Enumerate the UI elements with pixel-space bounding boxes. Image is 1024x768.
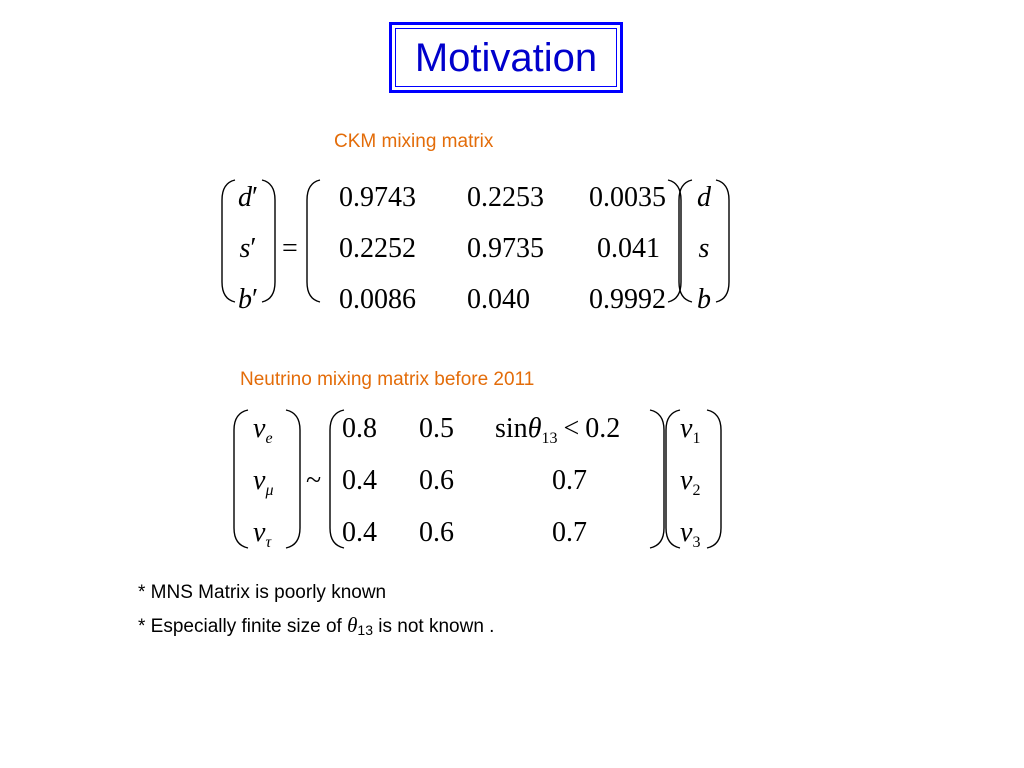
ckm-matrix-right-paren: [667, 179, 682, 303]
ckm-heading: CKM mixing matrix: [334, 131, 494, 152]
slide-title: Motivation: [414, 36, 598, 80]
ckm-rhs-right-paren: [715, 179, 730, 303]
ckm-rhs-d: d: [697, 182, 711, 213]
nu-lhs-left-paren: [233, 409, 249, 549]
ckm-cell-1-3: 0.0035: [589, 182, 666, 213]
ckm-cell-3-3: 0.9992: [589, 284, 666, 315]
nu-matrix-right-paren: [649, 409, 665, 549]
ckm-lhs-s: s′: [239, 233, 257, 264]
nu-matrix-left-paren: [329, 409, 345, 549]
note-line-1: * MNS Matrix is poorly known: [138, 582, 387, 603]
ckm-equals-sign: =: [282, 233, 298, 264]
nu-cell-1-3: sinθ13 <0.2: [495, 413, 621, 447]
ckm-lhs-b: b′: [237, 284, 259, 315]
nu-cell-3-2: 0.6: [419, 517, 454, 548]
nu-tau: ντ: [253, 517, 272, 551]
ckm-cell-3-1: 0.0086: [339, 284, 416, 315]
ckm-rhs-b: b: [697, 284, 711, 315]
ckm-rhs-left-paren: [678, 179, 693, 303]
nu-cell-2-1: 0.4: [342, 465, 377, 496]
nu-cell-3-1: 0.4: [342, 517, 377, 548]
ckm-cell-1-2: 0.2253: [467, 182, 544, 213]
ckm-cell-2-2: 0.9735: [467, 233, 544, 264]
note-line-2: * Especially finite size of θ13 is not k…: [138, 613, 495, 638]
nu-1: ν1: [680, 413, 701, 447]
nu-rhs-right-paren: [706, 409, 722, 549]
ckm-lhs-right-paren: [261, 179, 276, 303]
nu-e: νe: [253, 413, 273, 447]
title-box: Motivation: [389, 22, 623, 93]
nu-mu: νμ: [253, 465, 274, 499]
nu-lhs-right-paren: [285, 409, 301, 549]
ckm-lhs-d: d′: [237, 182, 259, 213]
approx-sign: ~: [306, 465, 322, 496]
nu-3: ν3: [680, 517, 701, 551]
ckm-cell-1-1: 0.9743: [339, 182, 416, 213]
nu-rhs-left-paren: [665, 409, 681, 549]
ckm-cell-3-2: 0.040: [467, 284, 530, 315]
ckm-lhs-left-paren: [221, 179, 236, 303]
ckm-cell-2-1: 0.2252: [339, 233, 416, 264]
nu-2: ν2: [680, 465, 701, 499]
neutrino-heading: Neutrino mixing matrix before 2011: [240, 369, 535, 390]
ckm-rhs-s: s: [698, 233, 710, 264]
nu-cell-2-3: 0.7: [552, 465, 587, 496]
theta-symbol: θ: [347, 613, 358, 637]
ckm-matrix-left-paren: [306, 179, 321, 303]
nu-cell-1-1: 0.8: [342, 413, 377, 444]
ckm-cell-2-3: 0.041: [597, 233, 660, 264]
nu-cell-1-2: 0.5: [419, 413, 454, 444]
title-inner-border: [395, 28, 617, 87]
nu-cell-2-2: 0.6: [419, 465, 454, 496]
nu-cell-3-3: 0.7: [552, 517, 587, 548]
